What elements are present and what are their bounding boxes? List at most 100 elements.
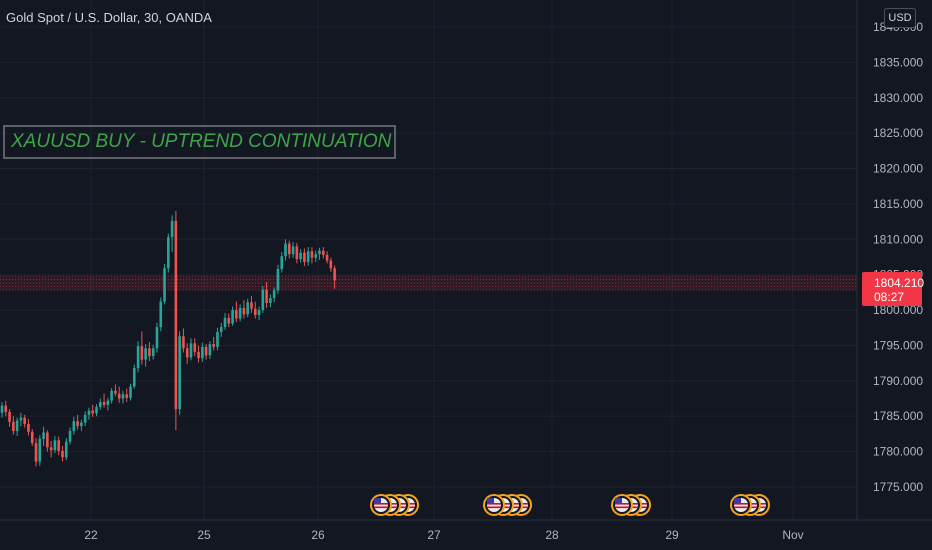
time-tick-label: 26 (311, 528, 325, 542)
annotation-text[interactable]: XAUUSD BUY - UPTREND CONTINUATION (3, 125, 396, 159)
price-tick-label: 1795.000 (873, 338, 923, 352)
candle (23, 414, 26, 428)
candle (219, 322, 223, 337)
bar-countdown: 08:27 (874, 290, 905, 304)
candle (310, 247, 314, 264)
candle (178, 331, 181, 415)
candle (242, 300, 246, 319)
candle (223, 312, 227, 330)
candle (12, 416, 15, 435)
candle (182, 328, 185, 353)
current-price-label: 1804.210 08:27 (862, 272, 925, 306)
candle (227, 313, 231, 328)
candle (42, 426, 45, 446)
candle (106, 397, 110, 411)
us-flag-icon[interactable] (730, 494, 752, 516)
candle (197, 345, 200, 363)
candle (38, 435, 42, 466)
candle (204, 344, 208, 360)
candle (253, 301, 257, 319)
candle (314, 250, 318, 262)
candle (303, 248, 306, 267)
candle (72, 416, 76, 435)
candle (148, 341, 151, 362)
zone-fill (0, 276, 857, 291)
candle (193, 338, 197, 357)
candle (231, 306, 234, 326)
candle (27, 419, 30, 436)
event-group[interactable] (730, 494, 770, 516)
candle (284, 239, 287, 261)
candle (306, 247, 310, 266)
candle (189, 338, 193, 361)
candle (250, 295, 253, 313)
candle (272, 287, 276, 303)
candle (235, 301, 238, 323)
candle (95, 404, 98, 417)
candle (57, 436, 60, 456)
currency-badge[interactable]: USD (884, 8, 916, 28)
candle (329, 257, 333, 272)
candle (98, 398, 102, 410)
candle (276, 264, 280, 294)
candle (238, 304, 242, 322)
symbol-title[interactable]: Gold Spot / U.S. Dollar, 30, OANDA (6, 10, 212, 25)
price-tick-label: 1835.000 (873, 55, 923, 69)
candle (8, 409, 11, 427)
candle (325, 251, 329, 264)
us-flag-icon[interactable] (370, 494, 392, 516)
candle (102, 393, 106, 408)
candle (299, 249, 302, 263)
event-group[interactable] (611, 494, 651, 516)
candle (136, 341, 140, 373)
candle (114, 384, 117, 397)
time-tick-label: 25 (197, 528, 211, 542)
candle (261, 286, 265, 313)
candle (129, 383, 132, 401)
time-tick-label: 28 (545, 528, 559, 542)
time-tick-label: 29 (665, 528, 679, 542)
candle (49, 441, 53, 458)
candle (174, 211, 178, 431)
us-flag-icon[interactable] (483, 494, 505, 516)
candle (110, 387, 113, 404)
candle (19, 412, 23, 427)
time-tick-label: 22 (84, 528, 98, 542)
candle (216, 327, 219, 351)
candle (140, 331, 144, 365)
us-flag-icon[interactable] (611, 494, 633, 516)
price-tick-label: 1800.000 (873, 303, 923, 317)
candle (151, 344, 155, 360)
candle (64, 438, 68, 461)
current-price-value: 1804.210 (874, 276, 925, 290)
economic-event-markers[interactable] (370, 494, 770, 516)
candle (83, 411, 87, 427)
candle (133, 364, 136, 389)
candle (333, 265, 336, 289)
resistance-zone (0, 275, 857, 291)
candle (68, 427, 72, 445)
price-tick-label: 1810.000 (873, 232, 923, 246)
candle (291, 242, 295, 258)
price-tick-label: 1790.000 (873, 374, 923, 388)
price-tick-label: 1820.000 (873, 162, 923, 176)
candle (287, 240, 291, 259)
grid-lines (0, 0, 857, 520)
price-tick-label: 1815.000 (873, 197, 923, 211)
candle (0, 402, 4, 418)
candles-layer (0, 211, 336, 467)
candle (15, 417, 19, 437)
candle (80, 419, 83, 432)
candle (170, 215, 174, 253)
candle (163, 264, 166, 305)
candle (246, 298, 249, 318)
candle (155, 322, 159, 353)
candle (87, 407, 91, 420)
event-group[interactable] (370, 494, 419, 516)
candle (318, 247, 321, 260)
event-group[interactable] (483, 494, 532, 516)
time-tick-label: 27 (427, 528, 441, 542)
price-tick-label: 1775.000 (873, 480, 923, 494)
candle (61, 445, 64, 462)
